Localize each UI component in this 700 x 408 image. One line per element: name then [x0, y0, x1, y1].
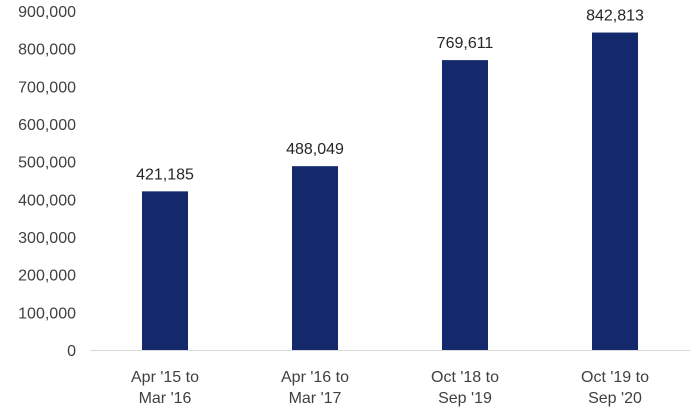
y-tick-label: 600,000	[18, 117, 76, 134]
bar-value-label: 842,813	[586, 8, 644, 25]
x-category-label: Mar '16	[139, 390, 192, 407]
x-category-label: Sep '19	[438, 390, 492, 407]
bar-value-label: 488,049	[286, 141, 344, 158]
x-category-label: Apr '15 to	[131, 369, 199, 386]
bar	[592, 32, 638, 350]
y-tick-label: 0	[67, 343, 76, 360]
x-category-label: Apr '16 to	[281, 369, 349, 386]
y-tick-label: 900,000	[18, 4, 76, 21]
bar	[442, 60, 488, 350]
y-tick-label: 100,000	[18, 305, 76, 322]
bar-value-label: 421,185	[136, 166, 194, 183]
x-category-label: Oct '19 to	[581, 369, 649, 386]
bar-value-label: 769,611	[437, 35, 494, 52]
x-axis-category-labels: Apr '15 to Mar '16 Apr '16 to Mar '17 Oct '1…	[131, 369, 649, 407]
x-category-label: Oct '18 to	[431, 369, 499, 386]
bars-group	[142, 32, 638, 350]
x-category-label: Sep '20	[588, 390, 642, 407]
y-tick-label: 800,000	[18, 42, 76, 59]
y-tick-label: 500,000	[18, 155, 76, 172]
bar	[292, 166, 338, 350]
y-tick-label: 700,000	[18, 79, 76, 96]
bar	[142, 191, 188, 350]
y-tick-label: 200,000	[18, 268, 76, 285]
data-labels-group: 421,185 488,049 769,611 842,813	[136, 8, 644, 184]
x-category-label: Mar '17	[289, 390, 342, 407]
y-tick-label: 400,000	[18, 192, 76, 209]
y-axis-tick-labels: 0 100,000 200,000 300,000 400,000 500,000 600,…	[18, 4, 76, 360]
y-tick-label: 300,000	[18, 230, 76, 247]
